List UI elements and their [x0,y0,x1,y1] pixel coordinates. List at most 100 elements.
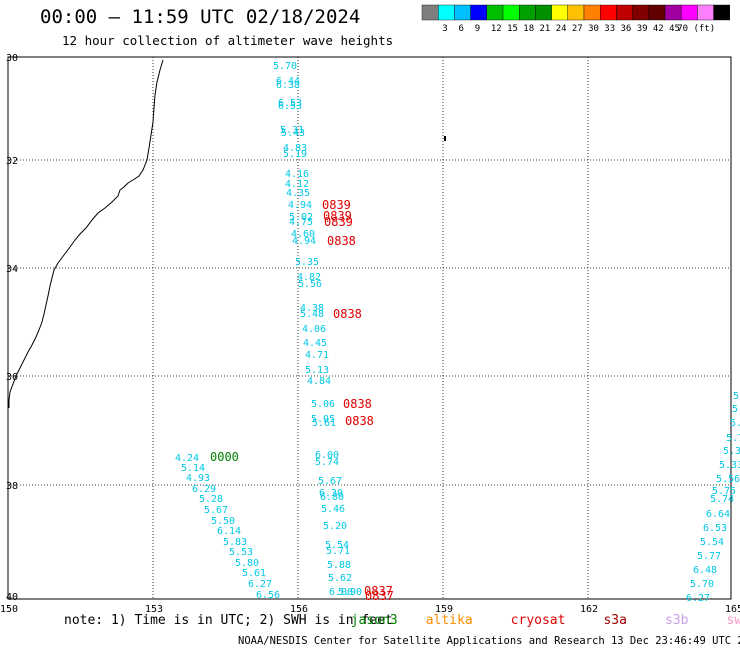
satellite-legend-s3b: s3b [664,613,689,628]
wave-height-label: 5.05 [311,414,335,425]
page-subtitle: 12 hour collection of altimeter wave hei… [62,33,394,48]
wave-height-label: 5.13 [305,365,329,376]
wave-height-label: 5.35 [295,257,319,268]
wave-height-label: 5.83 [223,537,247,548]
color-scale-label: 36 [621,24,632,34]
color-scale-label: 12 [491,24,502,34]
color-swatch [567,4,585,21]
credit-line: NOAA/NESDIS Center for Satellite Applica… [238,635,740,647]
color-scale-label: 39 [637,24,648,34]
wave-height-label: 5.70 [273,61,297,72]
color-swatch [421,4,439,21]
wave-height-label: 5.48 [300,309,324,320]
satellite-legend-cryosat: cryosat [510,613,566,628]
color-swatch [519,4,536,21]
wave-height-label: 4.38 [300,303,324,314]
wave-height-label: 5.14 [181,463,205,474]
data-marker [444,136,446,141]
wave-height-label: 5.56 [716,474,740,485]
x-tick-label: 159 [435,604,453,615]
pass-time-label: 0839 [323,209,352,223]
color-scale-label: 6 [459,24,464,34]
wave-height-label: 5. [732,404,740,415]
color-scale-label: 42 [653,24,664,34]
pass-time-label: 0837 [365,589,394,603]
page-title: 00:00 – 11:59 UTC 02/18/2024 [40,6,361,28]
wave-height-label: 4.94 [288,200,312,211]
wave-height-label: 5.53 [229,547,253,558]
wave-height-label: 5.28 [199,494,223,505]
wave-height-label: 5.90 [338,587,362,598]
wave-height-label: 5.75 [712,486,736,497]
color-scale-label: 45 [669,24,680,34]
color-scale-label: 70 (ft) [677,24,715,34]
wave-height-label: 4.75 [289,217,313,228]
wave-height-label: 6.00 [315,450,339,461]
wave-height-label: 4.60 [291,229,315,240]
wave-height-label: 6.53 [278,101,302,112]
y-tick-label: 34 [6,264,18,275]
color-swatch [438,4,455,21]
wave-height-label: 5.80 [235,558,259,569]
wave-height-label: 5.56 [298,279,322,290]
wave-height-label: 6.00 [329,587,353,598]
wave-height-label: 5.20 [323,521,347,532]
wave-height-label: 5.31 [280,125,304,136]
wave-height-label: 5.61 [242,568,266,579]
wave-height-label: 4.45 [303,338,327,349]
wave-height-label: 5.02 [289,212,313,223]
color-swatch [697,4,714,21]
wave-height-label: 5.67 [318,476,342,487]
color-swatch [713,4,730,21]
wave-height-label: 4.06 [302,324,326,335]
wave-height-label: 6.56 [256,590,280,601]
pass-time-label: 0838 [343,397,372,411]
x-tick-label: 150 [0,604,18,615]
satellite-legend-altika: altika [425,613,473,628]
wave-height-label: 6.53 [278,98,302,109]
color-swatch [681,4,698,21]
pass-time-label: 0839 [322,198,351,212]
x-tick-label: 156 [290,604,308,615]
wave-height-label: 5.67 [204,505,228,516]
color-scale-label: 3 [442,24,447,34]
note-line: note: 1) Time is in UTC; 2) SWH is in fe… [64,613,740,628]
grid-lines [8,57,731,599]
color-scale-label: 27 [572,24,583,34]
pass-time-label: 0838 [327,234,356,248]
map-frame [7,56,732,600]
pass-time-label: 0838 [333,307,362,321]
color-scale-label: 9 [475,24,480,34]
wave-height-label: 5.43 [281,128,305,139]
y-tick-label: 32 [6,156,18,167]
wave-height-label: 5.70 [690,579,714,590]
wave-height-label: 5.71 [326,546,350,557]
satellite-legend-jason3: jason3 [350,613,398,628]
y-tick-label: 40 [6,592,18,603]
x-tick-label: 165 [725,604,740,615]
x-tick-label: 153 [145,604,163,615]
color-scale-label: 18 [523,24,534,34]
satellite-legend: jason3 altika cryosat s3a s3b swot [351,613,740,628]
wave-height-label: 4.35 [286,188,310,199]
wave-height-label: 5.54 [700,537,724,548]
color-swatch [551,4,568,21]
color-swatch [454,4,471,21]
wave-height-label: 4.94 [292,236,316,247]
color-scale-label: 33 [604,24,615,34]
wave-height-label: 4.82 [297,272,321,283]
color-swatch [535,4,552,21]
y-tick-label: 36 [6,372,18,383]
wave-height-label: 6.27 [686,593,710,604]
pass-time-label: 0839 [324,215,353,229]
wave-height-label: 6.44 [276,76,300,87]
wave-height-label: 5.06 [311,399,335,410]
color-scale-label: 30 [588,24,599,34]
wave-height-label: 6.14 [217,526,241,537]
coastline [8,59,164,408]
wave-height-label: 5.74 [710,494,734,505]
wave-height-label: 6.38 [276,80,300,91]
